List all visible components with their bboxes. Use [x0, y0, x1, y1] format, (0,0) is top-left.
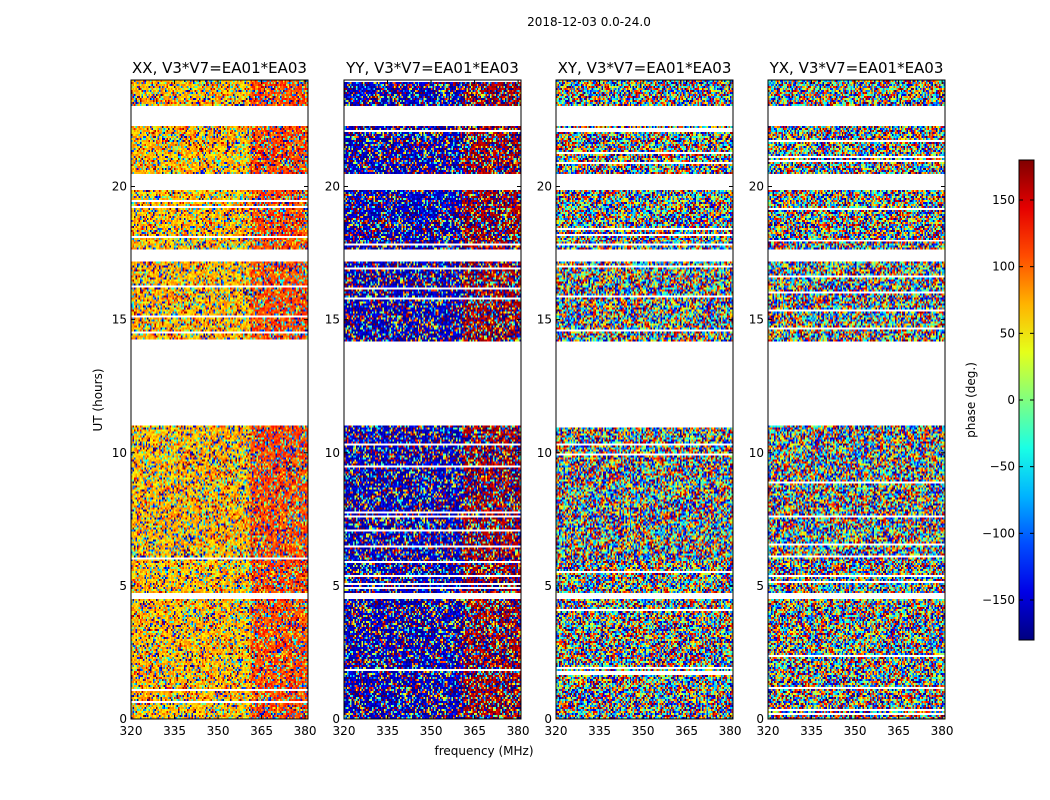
x-tick-label: 365	[887, 724, 910, 738]
y-tick-label: 5	[544, 579, 552, 593]
colorbar-tick-label: 150	[992, 193, 1015, 207]
panel-title: XY, V3*V7=EA01*EA03	[558, 59, 732, 77]
x-tick-label: 380	[719, 724, 742, 738]
colorbar-tick-label: −100	[982, 526, 1015, 540]
colorbar-tick-label: −50	[990, 460, 1015, 474]
y-tick-label: 10	[749, 446, 764, 460]
heatmap-xy	[556, 80, 733, 719]
y-tick-label: 20	[325, 180, 340, 194]
colorbar-label: phase (deg.)	[964, 362, 978, 438]
colorbar-tick-label: 0	[1007, 393, 1015, 407]
x-tick-label: 380	[931, 724, 954, 738]
x-tick-label: 335	[800, 724, 823, 738]
colorbar-tick-label: 100	[992, 260, 1015, 274]
panel-title: YY, V3*V7=EA01*EA03	[345, 59, 519, 77]
x-tick-label: 350	[207, 724, 230, 738]
y-axis-label: UT (hours)	[91, 368, 105, 431]
y-tick-label: 20	[537, 180, 552, 194]
y-tick-label: 0	[544, 712, 552, 726]
panel-xy: XY, V3*V7=EA01*EA03 320 335 350 365 380 0 5 10 15…	[537, 59, 742, 738]
panel-frame	[555, 79, 734, 720]
panel-yy: YY, V3*V7=EA01*EA03 320 335 350 365 380 0 5 10 15…	[325, 59, 530, 738]
panel-xx: XX, V3*V7=EA01*EA03 320 335 350 365 380 0 5 10 15…	[112, 59, 317, 738]
colorbar-tick-label: 50	[1000, 326, 1015, 340]
panels: XX, V3*V7=EA01*EA03 320 335 350 365 380 0 5 10 15…	[112, 59, 954, 738]
x-tick-label: 335	[163, 724, 186, 738]
x-tick-label: 320	[333, 724, 356, 738]
panel-yx: YX, V3*V7=EA01*EA03 320 335 350 365 380 0 5 10 15…	[749, 59, 954, 738]
y-tick-label: 0	[119, 712, 127, 726]
y-tick-label: 10	[325, 446, 340, 460]
x-tick-label: 380	[294, 724, 317, 738]
x-tick-label: 350	[632, 724, 655, 738]
y-tick-label: 5	[332, 579, 340, 593]
x-tick-label: 320	[757, 724, 780, 738]
panel-frame	[767, 79, 946, 720]
heatmap-yy	[344, 80, 521, 719]
x-tick-label: 335	[376, 724, 399, 738]
x-tick-label: 350	[844, 724, 867, 738]
x-tick-label: 320	[545, 724, 568, 738]
y-tick-label: 15	[537, 313, 552, 327]
x-tick-label: 320	[120, 724, 143, 738]
y-tick-label: 0	[332, 712, 340, 726]
x-tick-label: 380	[507, 724, 530, 738]
y-tick-label: 10	[112, 446, 127, 460]
y-tick-label: 5	[119, 579, 127, 593]
y-tick-label: 0	[756, 712, 764, 726]
x-axis-label: frequency (MHz)	[434, 744, 533, 758]
y-tick-label: 15	[325, 313, 340, 327]
y-tick-label: 5	[756, 579, 764, 593]
x-tick-label: 365	[250, 724, 273, 738]
y-tick-label: 20	[749, 180, 764, 194]
x-tick-label: 365	[463, 724, 486, 738]
panel-frame	[343, 79, 522, 720]
chart-title: 2018-12-03 0.0-24.0	[527, 15, 651, 29]
y-tick-label: 20	[112, 180, 127, 194]
panel-frame	[130, 79, 309, 720]
y-tick-label: 15	[749, 313, 764, 327]
panel-title: YX, V3*V7=EA01*EA03	[769, 59, 944, 77]
x-tick-label: 350	[420, 724, 443, 738]
y-tick-label: 10	[537, 446, 552, 460]
colorbar-tick-label: −150	[982, 593, 1015, 607]
colorbar: 150 100 50 0 −50 −100 −150	[982, 159, 1035, 641]
x-tick-label: 335	[588, 724, 611, 738]
panel-title: XX, V3*V7=EA01*EA03	[132, 59, 307, 77]
heatmap-xx	[131, 80, 308, 719]
y-tick-label: 15	[112, 313, 127, 327]
heatmap-yx	[768, 80, 945, 719]
x-tick-label: 365	[675, 724, 698, 738]
